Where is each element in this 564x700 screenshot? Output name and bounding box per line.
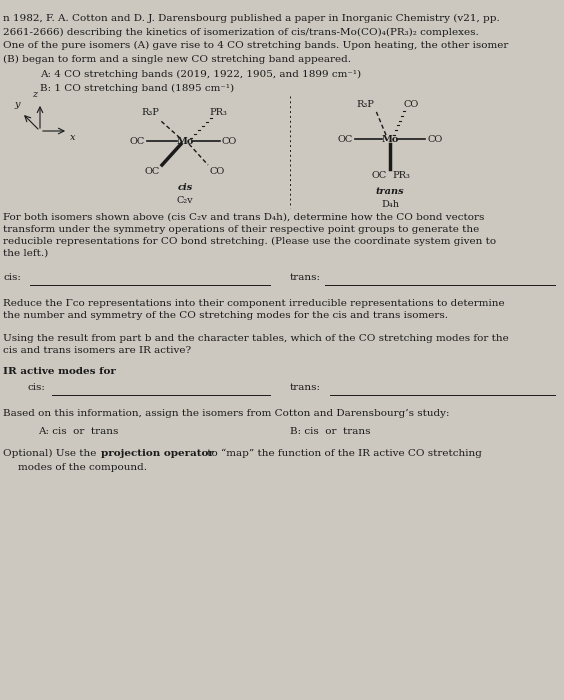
Text: Mo: Mo <box>177 136 193 146</box>
Text: cis:: cis: <box>3 273 21 282</box>
Text: For both isomers shown above (cis C₂v and trans D₄h), determine how the CO bond : For both isomers shown above (cis C₂v an… <box>3 213 496 258</box>
Text: modes of the compound.: modes of the compound. <box>18 463 147 472</box>
Text: CO: CO <box>222 136 237 146</box>
Text: OC: OC <box>338 134 353 144</box>
Text: Optional) Use the: Optional) Use the <box>3 449 100 458</box>
Text: PR₃: PR₃ <box>209 108 227 117</box>
Text: OC: OC <box>130 136 145 146</box>
Text: trans:: trans: <box>290 273 321 282</box>
Text: trans:: trans: <box>290 383 321 392</box>
Text: OC: OC <box>145 167 160 176</box>
Text: y: y <box>15 100 20 109</box>
Text: (B) began to form and a single new CO stretching band appeared.: (B) began to form and a single new CO st… <box>3 55 351 64</box>
Text: CO: CO <box>404 100 419 109</box>
Text: IR active modes for: IR active modes for <box>3 367 116 376</box>
Text: cis:: cis: <box>28 383 46 392</box>
Text: Reduce the Γco representations into their component irreducible representations : Reduce the Γco representations into thei… <box>3 299 505 320</box>
Text: Mo: Mo <box>381 134 399 144</box>
Text: n 1982, F. A. Cotton and D. J. Darensbourg published a paper in Inorganic Chemis: n 1982, F. A. Cotton and D. J. Darensbou… <box>3 14 500 23</box>
Text: 2661-2666) describing the kinetics of isomerization of cis/trans-Mo(CO)₄(PR₃)₂ c: 2661-2666) describing the kinetics of is… <box>3 27 479 36</box>
Text: CO: CO <box>210 167 225 176</box>
Text: projection operator: projection operator <box>101 449 214 458</box>
Text: trans: trans <box>376 187 404 196</box>
Text: PR₃: PR₃ <box>392 171 410 180</box>
Text: cis: cis <box>177 183 193 192</box>
Text: C₂v: C₂v <box>177 196 193 205</box>
Text: B: 1 CO stretching band (1895 cm⁻¹): B: 1 CO stretching band (1895 cm⁻¹) <box>40 83 234 92</box>
Text: Using the result from part b and the character tables, which of the CO stretchin: Using the result from part b and the cha… <box>3 334 509 355</box>
Text: One of the pure isomers (A) gave rise to 4 CO stretching bands. Upon heating, th: One of the pure isomers (A) gave rise to… <box>3 41 508 50</box>
Text: R₃P: R₃P <box>356 100 374 109</box>
Text: B: cis  or  trans: B: cis or trans <box>290 427 371 436</box>
Text: Based on this information, assign the isomers from Cotton and Darensbourg’s stud: Based on this information, assign the is… <box>3 409 450 418</box>
Text: D₄h: D₄h <box>381 200 399 209</box>
Text: z: z <box>32 90 37 99</box>
Text: R₃P: R₃P <box>141 108 159 117</box>
Text: CO: CO <box>427 134 442 144</box>
Text: x: x <box>70 133 76 142</box>
Text: to “map” the function of the IR active CO stretching: to “map” the function of the IR active C… <box>204 449 482 458</box>
Text: A: 4 CO stretching bands (2019, 1922, 1905, and 1899 cm⁻¹): A: 4 CO stretching bands (2019, 1922, 19… <box>40 70 361 79</box>
Text: OC: OC <box>372 171 387 180</box>
Text: A: cis  or  trans: A: cis or trans <box>38 427 118 436</box>
